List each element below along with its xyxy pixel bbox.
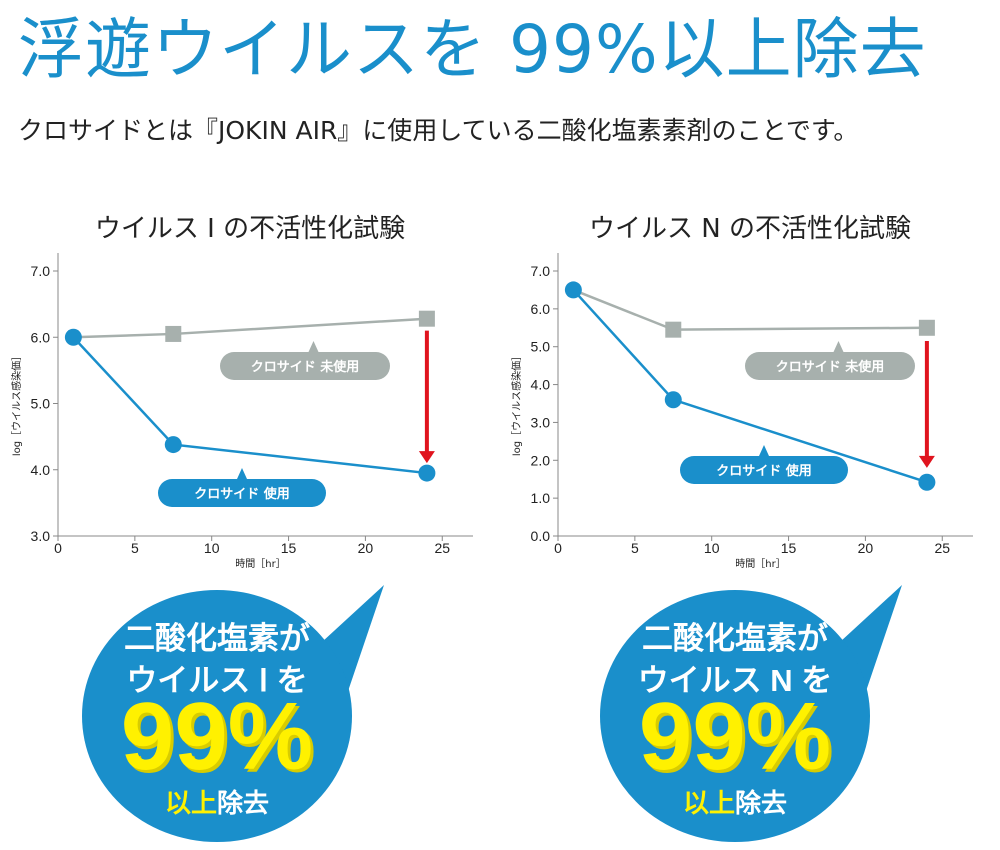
x-tick-label: 10 [704, 540, 720, 556]
data-point-treated [664, 391, 682, 409]
chart-title: ウイルス Ⅰ の不活性化試験 [94, 214, 406, 244]
bubble-body [82, 590, 352, 842]
bubble-suffix-highlight: 以上 [164, 788, 217, 818]
speech-bubble-shape [600, 585, 902, 842]
speech-bubble-virus-1: 二酸化塩素が ウイルス Ⅰ を 99% 以上除去 [82, 583, 422, 845]
legend-label-treated: クロサイド 使用 [716, 463, 812, 479]
x-tick-label: 20 [358, 540, 374, 556]
legend-label-untreated: クロサイド 未使用 [776, 359, 885, 375]
y-tick-label: 3.0 [31, 528, 51, 544]
x-tick-label: 10 [204, 540, 220, 556]
data-point-treated [918, 473, 936, 491]
bubble-body [600, 590, 870, 842]
bubble-line-4: 以上除去 [82, 783, 352, 820]
data-point-treated [164, 436, 182, 454]
y-axis-label: log［ウイルス感染価］ [510, 351, 523, 456]
chart-virus-n: 0.0 1.0 2.0 3.0 4.0 5.0 6.0 7.0 0 5 10 15 20 25 時間［hr］… [510, 253, 973, 570]
data-point-untreated [418, 310, 435, 327]
chart-title: ウイルス N の不活性化試験 [589, 214, 911, 244]
callout-pointer-untreated [308, 341, 319, 352]
x-tick-label: 5 [131, 540, 139, 556]
data-point-treated [564, 281, 582, 299]
y-tick-label: 1.0 [531, 490, 551, 506]
bubble-suffix-highlight: 以上 [682, 788, 735, 818]
y-axis-label: log［ウイルス感染価］ [10, 351, 23, 456]
bubble-percent: 99% [638, 683, 832, 790]
x-tick-label: 25 [934, 540, 950, 556]
x-tick-label: 20 [858, 540, 874, 556]
bubble-line-2: ウイルス Ⅰ を [126, 663, 308, 698]
bubble-suffix: 除去 [217, 788, 270, 818]
y-tick-label: 6.0 [31, 329, 51, 345]
series-line-untreated [73, 317, 427, 339]
chart-panel-virus-n: ウイルス N の不活性化試験 0.0 1.0 2.0 3.0 4.0 5.0 6.0 7.0 0… [500, 200, 1000, 585]
x-axis-label: 時間［hr］ [235, 558, 285, 570]
callout-pointer-treated [759, 445, 769, 456]
legend-label-treated: クロサイド 使用 [194, 486, 290, 502]
callout-pill-treated [158, 479, 326, 507]
callout-pill-untreated [220, 352, 390, 380]
x-tick-label: 25 [434, 540, 450, 556]
data-point-treated [418, 464, 436, 482]
x-tick-label: 15 [281, 540, 297, 556]
y-tick-label: 4.0 [531, 377, 551, 393]
x-tick-label: 0 [54, 540, 62, 556]
data-point-untreated [165, 325, 182, 342]
y-tick-label: 6.0 [531, 301, 551, 317]
y-tick-label: 7.0 [531, 263, 551, 279]
speech-bubble-virus-n: 二酸化塩素が ウイルス N を 99% 以上除去 [600, 583, 940, 845]
bubble-line-4: 以上除去 [600, 783, 870, 820]
y-tick-label: 0.0 [531, 528, 551, 544]
speech-bubble-shape [82, 585, 384, 842]
x-axis-label: 時間［hr］ [735, 558, 785, 570]
page-title: 浮遊ウイルスを 99%以上除去 [18, 11, 927, 88]
chart-virus-1: 3.0 4.0 5.0 6.0 7.0 0 5 10 15 20 25 時間［hr］ log［ウイルス感… [10, 253, 473, 570]
reduction-arrow-head [918, 455, 935, 468]
bubble-line-2: ウイルス N を [637, 663, 833, 698]
page-subtitle: クロサイドとは『JOKIN AIR』に使用している二酸化塩素素剤のことです。 [18, 116, 859, 145]
bubble-percent: 99% [120, 683, 314, 790]
callout-pill-untreated [745, 352, 915, 380]
bubble-suffix: 除去 [735, 788, 788, 818]
callout-pill-treated [680, 456, 848, 484]
y-tick-label: 5.0 [31, 396, 51, 412]
data-point-treated [64, 328, 82, 346]
chart-panel-virus-1: ウイルス Ⅰ の不活性化試験 3.0 4.0 5.0 6.0 7.0 0 5 10 15 20 25… [0, 200, 500, 585]
callout-pointer-treated [237, 468, 247, 479]
x-tick-label: 15 [781, 540, 797, 556]
series-line-treated [572, 289, 928, 484]
y-tick-label: 7.0 [31, 263, 51, 279]
x-tick-label: 0 [554, 540, 562, 556]
y-tick-label: 4.0 [31, 462, 51, 478]
x-tick-label: 5 [631, 540, 639, 556]
y-tick-label: 5.0 [531, 339, 551, 355]
reduction-arrow-head [418, 451, 435, 464]
data-point-untreated [665, 321, 682, 338]
callout-pointer-untreated [833, 341, 844, 352]
y-tick-label: 3.0 [531, 414, 551, 430]
bubble-line-1: 二酸化塩素が [124, 621, 310, 656]
series-line-untreated [572, 288, 927, 331]
y-tick-label: 2.0 [531, 452, 551, 468]
data-point-untreated [918, 319, 935, 336]
bubble-line-1: 二酸化塩素が [642, 621, 828, 656]
legend-label-untreated: クロサイド 未使用 [251, 359, 360, 375]
